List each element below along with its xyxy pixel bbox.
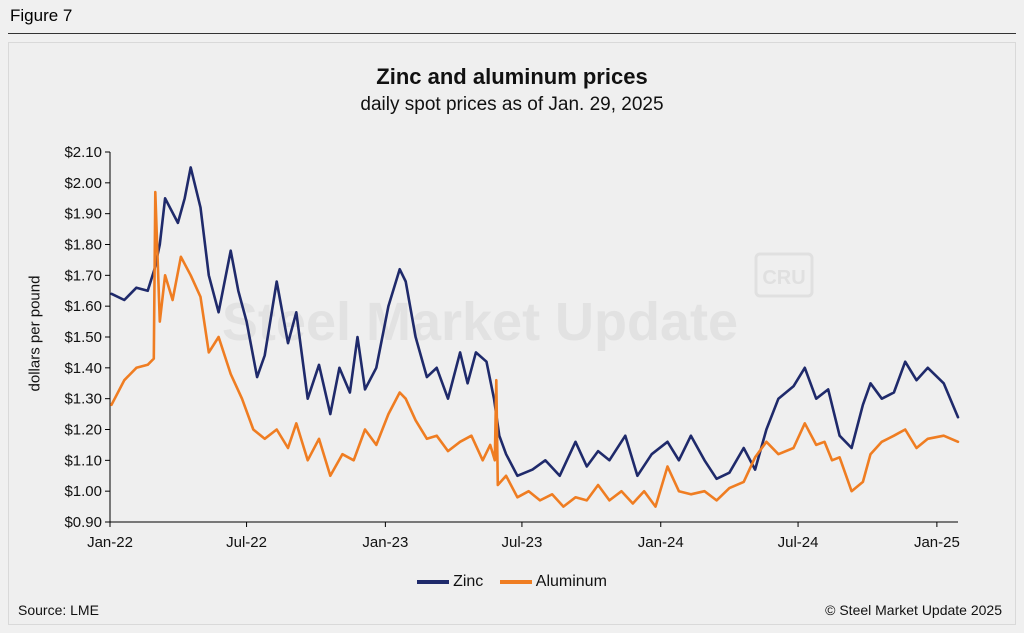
y-tick-label: $1.40 (64, 360, 102, 377)
y-tick-label: $1.20 (64, 422, 102, 439)
y-tick-label: $1.80 (64, 237, 102, 254)
series-line-aluminum (110, 190, 960, 508)
x-tick-label: Jan-23 (362, 534, 408, 551)
x-tick-label: Jan-22 (87, 534, 133, 551)
source-note: Source: LME (18, 602, 99, 618)
x-tick-label: Jul-23 (501, 534, 542, 551)
x-axis: Jan-22 Jul-22 Jan-23 Jul-23 Jan-24 Jul-24 Jan-… (87, 521, 960, 551)
x-tick-label: Jan-24 (638, 534, 684, 551)
top-rule (8, 33, 1016, 34)
copyright-note: © Steel Market Update 2025 (825, 602, 1002, 618)
watermark: Steel Market Update CRU (222, 252, 814, 352)
chart-panel (8, 42, 1016, 625)
y-tick-label: $1.90 (64, 206, 102, 223)
y-tick-label: $2.00 (64, 175, 102, 192)
watermark-badge-text: CRU (762, 267, 805, 289)
chart-subtitle: daily spot prices as of Jan. 29, 2025 (360, 94, 664, 115)
y-tick-label: $1.00 (64, 483, 102, 500)
legend-item-zinc: Zinc (417, 573, 483, 591)
y-axis: $0.90 $1.00 $1.10 $1.20 $1.30 $1.40 $1.50 $1.60… (64, 144, 111, 531)
x-tick-label: Jul-24 (778, 534, 819, 551)
y-axis-label: dollars per pound (26, 275, 44, 392)
y-tick-label: $1.30 (64, 391, 102, 408)
y-tick-label: $0.90 (64, 514, 102, 531)
y-tick-label: $1.50 (64, 329, 102, 346)
series-layer (110, 166, 960, 508)
legend: Zinc Aluminum (0, 571, 1024, 591)
series-line-zinc (110, 166, 960, 481)
watermark-badge (754, 252, 814, 298)
y-tick-label: $1.70 (64, 267, 102, 284)
x-tick-label: Jan-25 (914, 534, 960, 551)
y-tick-label: $1.10 (64, 452, 102, 469)
chart-title: Zinc and aluminum prices (376, 64, 648, 89)
legend-swatch-zinc (417, 580, 450, 584)
legend-swatch-aluminum (499, 580, 532, 584)
legend-item-aluminum: Aluminum (499, 573, 607, 591)
figure-label: Figure 7 (10, 6, 73, 25)
x-tick-label: Jul-22 (226, 534, 267, 551)
legend-label-aluminum: Aluminum (535, 573, 607, 590)
y-tick-label: $1.60 (64, 298, 102, 315)
watermark-text: Steel Market Update (222, 292, 738, 352)
y-tick-label: $2.10 (64, 144, 102, 161)
legend-label-zinc: Zinc (453, 573, 484, 590)
